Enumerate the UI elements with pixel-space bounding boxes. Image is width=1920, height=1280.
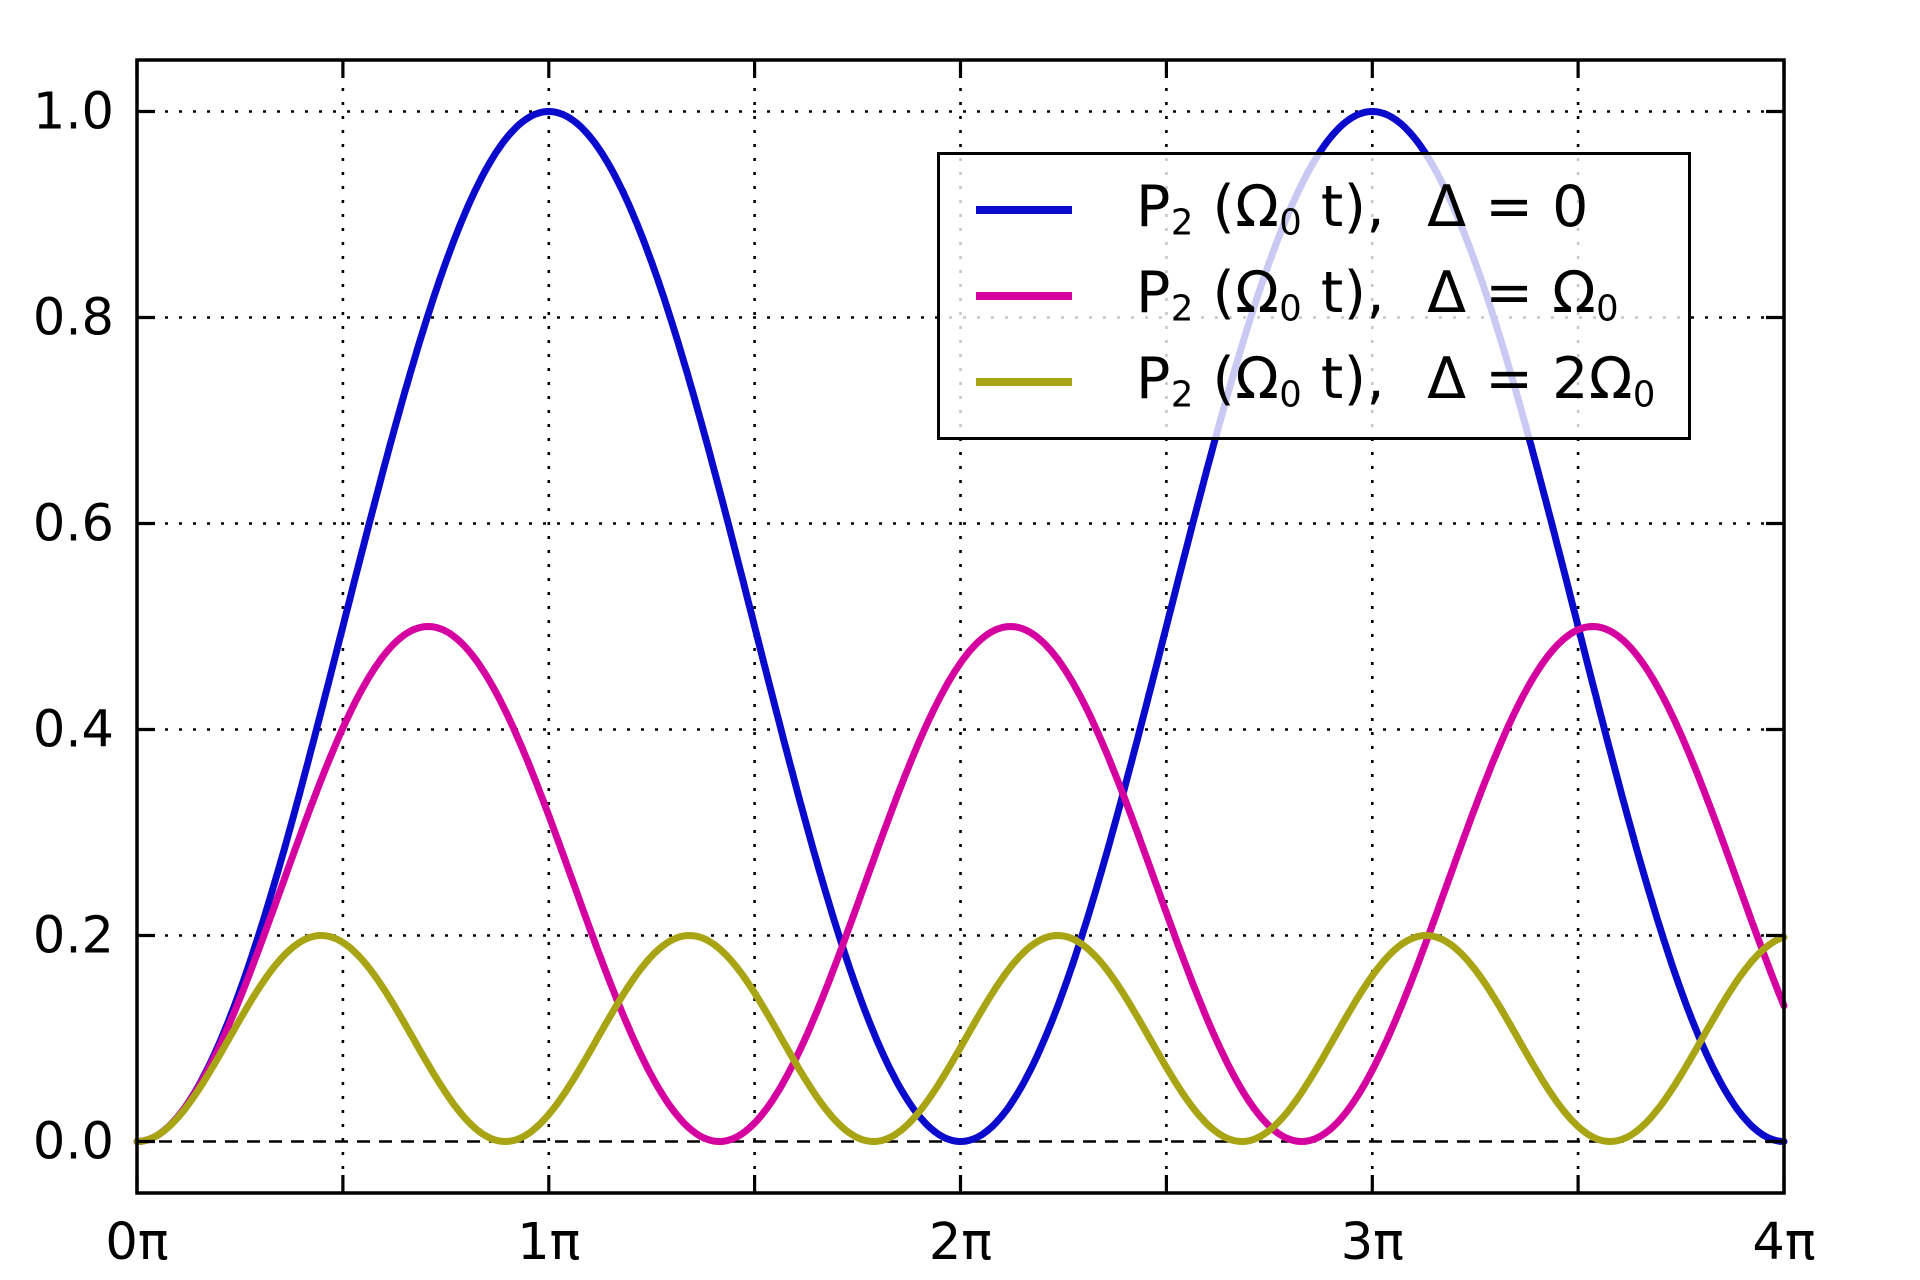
- y-tick-label: 0.4: [33, 701, 114, 760]
- legend-label-part: 0: [1596, 288, 1620, 330]
- legend-box: P2 (Ω0 t), Δ = 0 P2 (Ω0 t), Δ = Ω0 P2 (Ω0 t)…: [937, 152, 1691, 440]
- x-tick-label: 3π: [1341, 1213, 1404, 1272]
- legend-label-part: Δ = 2Ω: [1427, 346, 1633, 413]
- legend-label-part: 0: [1279, 202, 1303, 244]
- legend-label-part: (Ω: [1193, 346, 1280, 413]
- legend-label-part: (Ω: [1193, 260, 1280, 327]
- y-tick-label: 0.6: [33, 495, 114, 554]
- legend-label: P2 (Ω0 t), Δ = 2Ω0: [1136, 351, 1656, 413]
- legend-label: P2 (Ω0 t), Δ = Ω0: [1136, 265, 1619, 327]
- x-tick-label: 1π: [517, 1213, 580, 1272]
- legend-line-swatch-delta-omega0: [976, 292, 1072, 300]
- x-tick-label: 2π: [929, 1213, 992, 1272]
- curve-delta-omega0: [133, 623, 1788, 1145]
- legend-label-part: P: [1136, 346, 1171, 413]
- legend-label-part: (Ω: [1193, 174, 1280, 241]
- legend-line-swatch-delta-0: [976, 206, 1072, 215]
- y-tick-label: 0.0: [33, 1113, 114, 1172]
- curve-delta-2omega0: [133, 932, 1788, 1145]
- legend-line-swatch-delta-2omega0: [976, 377, 1072, 386]
- legend-item-delta-omega0: P2 (Ω0 t), Δ = Ω0: [976, 265, 1688, 327]
- legend-label-part: P: [1136, 174, 1171, 241]
- y-tick-label: 0.2: [33, 907, 114, 966]
- legend-label-part: 0: [1279, 288, 1303, 330]
- legend-label-part: Δ = Ω: [1427, 260, 1597, 327]
- legend-label-part: 2: [1170, 202, 1194, 244]
- legend-item-delta-2omega0: P2 (Ω0 t), Δ = 2Ω0: [976, 351, 1688, 413]
- legend-label-part: t),: [1302, 260, 1386, 327]
- x-tick-label: 4π: [1752, 1213, 1815, 1272]
- legend-label-part: 0: [1279, 374, 1303, 416]
- legend-label-part: 2: [1170, 374, 1194, 416]
- x-tick-label: 0π: [105, 1213, 168, 1272]
- legend-label-part: t),: [1302, 346, 1386, 413]
- legend-label-part: 2: [1170, 288, 1194, 330]
- legend-item-delta-0: P2 (Ω0 t), Δ = 0: [976, 179, 1688, 241]
- y-tick-label: 1.0: [33, 83, 114, 142]
- legend-label-part: P: [1136, 260, 1171, 327]
- legend-label-part: 0: [1632, 374, 1656, 416]
- legend-label-part: Δ = 0: [1427, 174, 1589, 241]
- legend-label-part: t),: [1302, 174, 1386, 241]
- y-tick-label: 0.8: [33, 289, 114, 348]
- legend-label: P2 (Ω0 t), Δ = 0: [1136, 179, 1589, 241]
